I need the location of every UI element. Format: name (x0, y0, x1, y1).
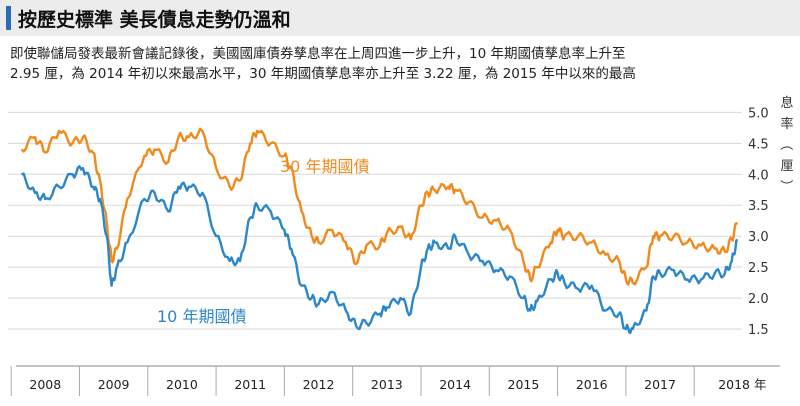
y-unit-char: 息 (780, 95, 793, 111)
gridlines (8, 111, 742, 330)
y-tick-label: 4.5 (748, 137, 769, 152)
chart-title: 按歷史標準 美長債息走勢仍溫和 (18, 9, 291, 31)
x-tick-label: 2017 (644, 377, 676, 392)
x-tick-label: 2012 (303, 377, 335, 392)
x-tick-label: 2014 (439, 377, 471, 392)
x-tick-label: 2015 (508, 377, 540, 392)
y-tick-label: 2.5 (748, 261, 769, 276)
y-axis-ticks: 5.0 4.5 4.0 3.5 3.0 2.5 2.0 1.5 (748, 106, 769, 338)
subtitle-line-1: 即使聯儲局發表最新會議記錄後，美國國庫債券孳息率在上周四進一步上升，10 年期國… (10, 46, 626, 62)
y-tick-label: 4.0 (748, 168, 769, 183)
y-unit-char: （ (778, 137, 793, 150)
y-axis-unit-label: 息率 （ 厘 ） (778, 95, 794, 193)
y-tick-label: 3.0 (748, 230, 769, 245)
subtitle-line-2: 2.95 厘，為 2014 年初以來最高水平，30 年期國債孳息率亦上升至 3.… (10, 66, 636, 82)
y-unit-char: 厘 (780, 159, 793, 174)
series-line-1 (21, 165, 739, 334)
x-tick-label: 2009 (98, 377, 130, 392)
x-axis: 2008 2009 2010 2011 2012 2013 2014 2015 2016 2017… (10, 365, 780, 396)
x-tick-label: 2016 (576, 377, 608, 392)
y-tick-label: 3.5 (748, 199, 769, 214)
series-label-30y: 30 年期國債 (280, 157, 369, 176)
x-tick-label: 2018 年 (718, 377, 766, 392)
series-line-0 (20, 127, 739, 286)
x-tick-label: 2010 (166, 377, 198, 392)
y-tick-label: 2.0 (748, 292, 769, 307)
x-tick-label: 2013 (371, 377, 403, 392)
x-tick-label: 2011 (234, 377, 266, 392)
accent-bar (6, 6, 11, 30)
series-lines (20, 127, 739, 334)
series-labels: 30 年期國債 10 年期國債 (157, 157, 369, 326)
y-tick-label: 1.5 (748, 323, 769, 338)
series-label-10y: 10 年期國債 (157, 307, 246, 326)
header-bar: 按歷史標準 美長債息走勢仍溫和 (0, 0, 800, 36)
y-unit-char: 率 (780, 116, 793, 132)
x-tick-label: 2008 (29, 377, 61, 392)
y-tick-label: 5.0 (748, 106, 769, 121)
y-unit-char: ） (778, 179, 793, 192)
